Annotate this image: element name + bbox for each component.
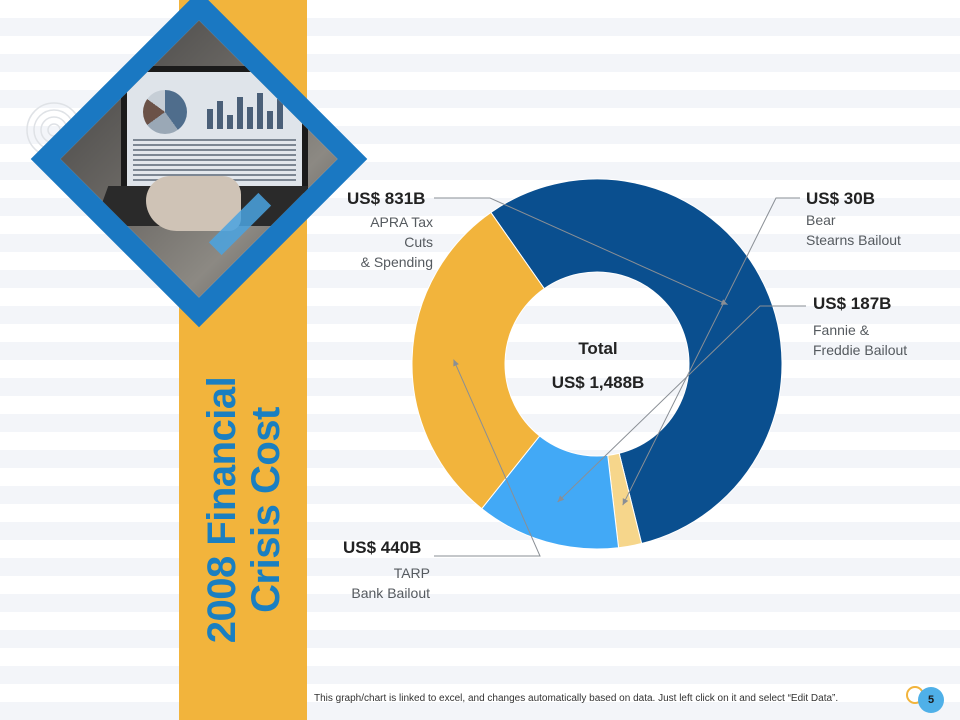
callout-arrow-3	[453, 359, 459, 367]
footer-note: This graph/chart is linked to excel, and…	[314, 693, 839, 704]
center-total-value: US$ 1,488B	[552, 373, 645, 392]
slice-value-3: US$ 440B	[343, 538, 422, 557]
slice-label-0: APRA Tax Cuts & Spending	[360, 214, 433, 270]
donut-slice-0	[490, 178, 783, 545]
center-total-label: Total	[578, 339, 617, 358]
slice-value-1: US$ 30B	[806, 189, 875, 208]
slice-label-3: TARP Bank Bailout	[351, 565, 430, 601]
slice-value-2: US$ 187B	[813, 294, 892, 313]
page-number: 5	[918, 687, 944, 713]
slice-value-0: US$ 831B	[347, 189, 426, 208]
callout-line-0	[434, 197, 728, 306]
callout-line-2	[557, 305, 806, 503]
donut-slice-3	[411, 211, 545, 510]
callout-arrow-2	[557, 495, 565, 502]
callout-arrow-1	[622, 498, 629, 506]
callout-line-3	[434, 359, 541, 557]
callout-line-1	[622, 197, 800, 506]
slice-label-1: Bear Stearns Bailout	[806, 212, 901, 248]
slice-label-2: Fannie & Freddie Bailout	[813, 322, 908, 358]
